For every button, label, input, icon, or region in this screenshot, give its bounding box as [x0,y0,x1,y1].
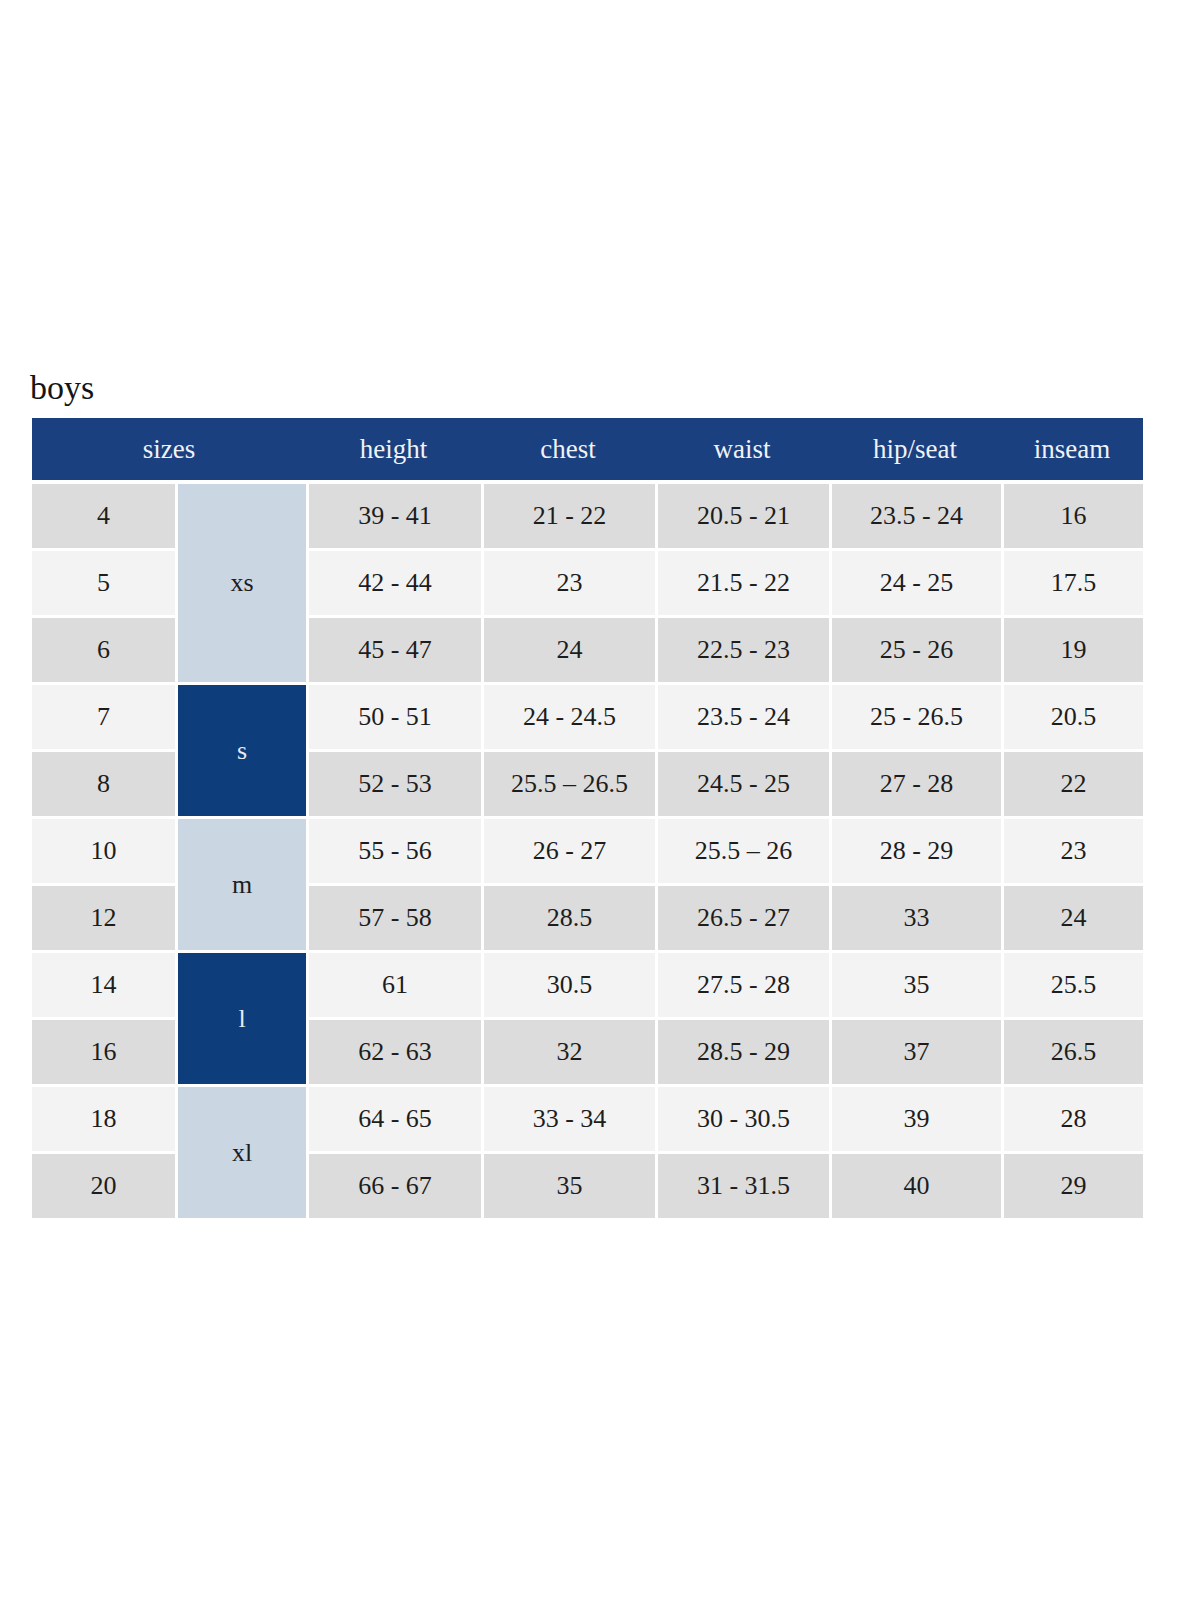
cell-inseam: 28 [1004,1087,1143,1151]
cell-inseam: 26.5 [1004,1020,1143,1084]
cell-inseam: 20.5 [1004,685,1143,749]
cell-size: 5 [32,551,175,615]
cell-hip-seat: 40 [832,1154,1001,1218]
cell-inseam: 16 [1004,484,1143,548]
cell-chest: 35 [484,1154,655,1218]
cell-size: 16 [32,1020,175,1084]
cell-waist: 27.5 - 28 [658,953,829,1017]
cell-height: 42 - 44 [309,551,481,615]
cell-height: 39 - 41 [309,484,481,548]
cell-waist: 21.5 - 22 [658,551,829,615]
cell-hip-seat: 33 [832,886,1001,950]
cell-waist: 31 - 31.5 [658,1154,829,1218]
size-group-s: s [178,685,306,816]
boys-size-chart-table: sizes height chest waist hip/seat inseam… [32,418,1143,1218]
cell-chest: 30.5 [484,953,655,1017]
cell-chest: 33 - 34 [484,1087,655,1151]
cell-chest: 24 [484,618,655,682]
cell-chest: 24 - 24.5 [484,685,655,749]
cell-inseam: 29 [1004,1154,1143,1218]
cell-waist: 24.5 - 25 [658,752,829,816]
cell-chest: 32 [484,1020,655,1084]
cell-waist: 28.5 - 29 [658,1020,829,1084]
cell-hip-seat: 25 - 26.5 [832,685,1001,749]
cell-chest: 26 - 27 [484,819,655,883]
column-header-chest: chest [481,418,655,480]
cell-hip-seat: 35 [832,953,1001,1017]
cell-hip-seat: 37 [832,1020,1001,1084]
cell-inseam: 17.5 [1004,551,1143,615]
cell-inseam: 23 [1004,819,1143,883]
cell-size: 7 [32,685,175,749]
page-title: boys [30,371,94,405]
cell-waist: 26.5 - 27 [658,886,829,950]
cell-height: 62 - 63 [309,1020,481,1084]
cell-hip-seat: 24 - 25 [832,551,1001,615]
cell-size: 6 [32,618,175,682]
cell-chest: 21 - 22 [484,484,655,548]
cell-height: 55 - 56 [309,819,481,883]
cell-waist: 20.5 - 21 [658,484,829,548]
cell-height: 61 [309,953,481,1017]
cell-waist: 23.5 - 24 [658,685,829,749]
size-guide-page: boys sizes height chest waist hip/seat i… [0,0,1200,1600]
size-group-l: l [178,953,306,1084]
cell-size: 4 [32,484,175,548]
cell-hip-seat: 39 [832,1087,1001,1151]
cell-inseam: 19 [1004,618,1143,682]
cell-chest: 23 [484,551,655,615]
cell-chest: 28.5 [484,886,655,950]
cell-height: 57 - 58 [309,886,481,950]
table-header-row: sizes height chest waist hip/seat inseam [32,418,1143,480]
cell-size: 8 [32,752,175,816]
column-header-inseam: inseam [1001,418,1143,480]
cell-height: 64 - 65 [309,1087,481,1151]
cell-hip-seat: 27 - 28 [832,752,1001,816]
size-group-m: m [178,819,306,950]
cell-size: 20 [32,1154,175,1218]
cell-waist: 22.5 - 23 [658,618,829,682]
cell-size: 14 [32,953,175,1017]
cell-waist: 25.5 – 26 [658,819,829,883]
cell-inseam: 25.5 [1004,953,1143,1017]
cell-hip-seat: 25 - 26 [832,618,1001,682]
column-header-waist: waist [655,418,829,480]
column-header-hip-seat: hip/seat [829,418,1001,480]
cell-height: 66 - 67 [309,1154,481,1218]
column-header-sizes: sizes [32,418,306,480]
cell-waist: 30 - 30.5 [658,1087,829,1151]
cell-height: 52 - 53 [309,752,481,816]
size-group-xl: xl [178,1087,306,1218]
cell-size: 18 [32,1087,175,1151]
cell-hip-seat: 23.5 - 24 [832,484,1001,548]
cell-size: 12 [32,886,175,950]
table-body: 4 xs 39 - 41 21 - 22 20.5 - 21 23.5 - 24… [32,484,1143,1218]
cell-height: 45 - 47 [309,618,481,682]
cell-inseam: 24 [1004,886,1143,950]
cell-size: 10 [32,819,175,883]
cell-inseam: 22 [1004,752,1143,816]
cell-height: 50 - 51 [309,685,481,749]
cell-chest: 25.5 – 26.5 [484,752,655,816]
cell-hip-seat: 28 - 29 [832,819,1001,883]
size-group-xs: xs [178,484,306,682]
column-header-height: height [306,418,481,480]
